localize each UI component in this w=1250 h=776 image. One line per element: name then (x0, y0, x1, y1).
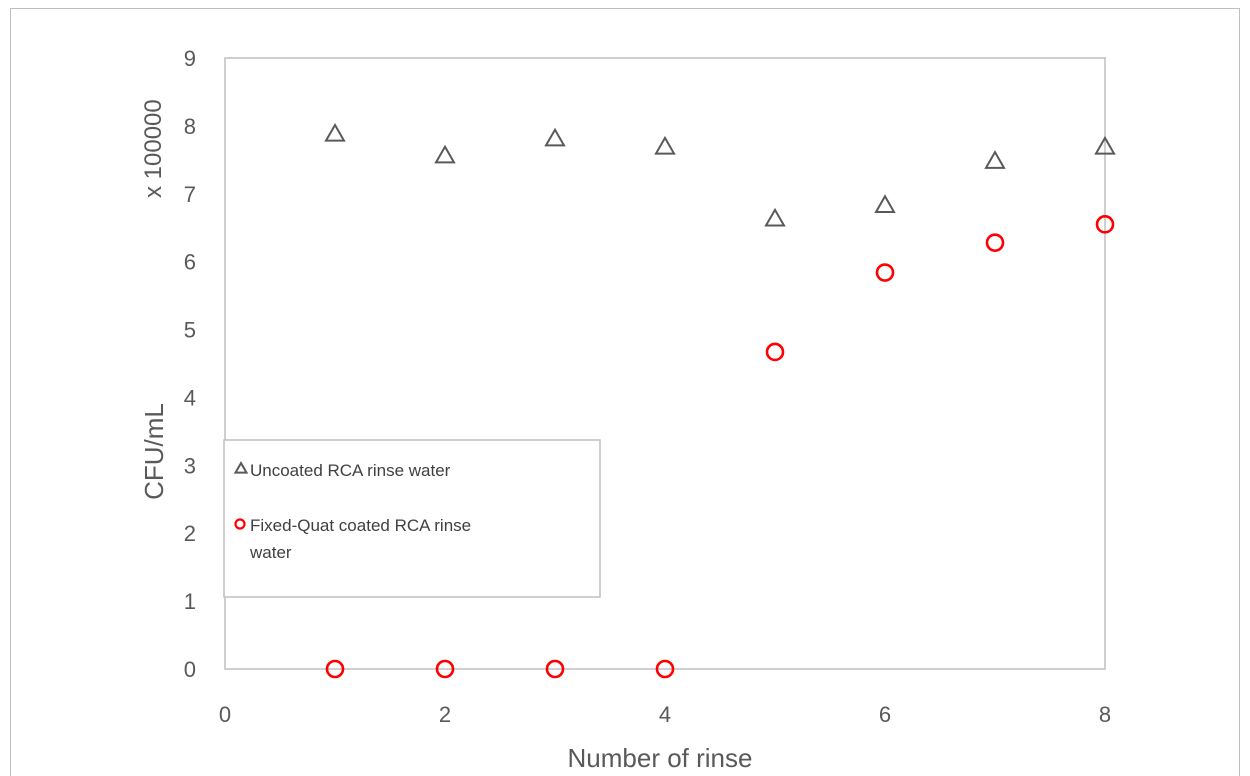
y-axis-multiplier-label: x 100000 (140, 99, 167, 198)
data-point-circle (435, 659, 455, 679)
x-tick-label: 2 (439, 702, 451, 727)
y-axis: 0 1 2 3 4 5 6 7 8 9 (184, 46, 196, 682)
data-point-triangle (434, 144, 456, 164)
legend: Uncoated RCA rinse water Fixed-Quat coate… (223, 439, 601, 598)
legend-label-fixed-quat-line1: Fixed-Quat coated RCA rinse (250, 516, 471, 535)
data-series (324, 122, 1116, 679)
legend-label-fixed-quat-line2: water (249, 543, 292, 562)
y-tick-label: 9 (184, 46, 196, 71)
x-tick-label: 8 (1099, 702, 1111, 727)
x-tick-label: 0 (219, 702, 231, 727)
plot-area (224, 57, 1106, 670)
x-axis: 0 2 4 6 8 (219, 702, 1111, 727)
plot-border (224, 57, 1106, 670)
data-point-circle (655, 659, 675, 679)
y-tick-label: 2 (184, 521, 196, 546)
legend-marker-triangle (233, 461, 249, 474)
data-point-circle (765, 342, 785, 362)
data-point-triangle (654, 135, 676, 155)
legend-marker-circle (234, 518, 246, 530)
legend-label-uncoated: Uncoated RCA rinse water (250, 461, 451, 480)
data-point-triangle (874, 194, 896, 213)
data-point-circle (325, 659, 345, 679)
data-point-triangle (764, 207, 786, 227)
series-fixed-quat (325, 215, 1115, 679)
data-point-circle (1095, 215, 1115, 234)
y-tick-label: 7 (184, 182, 196, 207)
data-point-circle (985, 233, 1005, 252)
data-point-circle (875, 263, 895, 282)
y-tick-label: 0 (184, 657, 196, 682)
series-uncoated (324, 122, 1116, 227)
data-point-triangle (1094, 135, 1116, 155)
y-tick-label: 3 (184, 453, 196, 478)
y-axis-title: CFU/mL (139, 403, 169, 500)
y-tick-label: 6 (184, 250, 196, 275)
x-axis-title: Number of rinse (568, 743, 753, 773)
chart-area (10, 8, 1240, 776)
data-point-triangle (984, 150, 1006, 169)
x-tick-label: 6 (879, 702, 891, 727)
data-point-circle (545, 659, 565, 679)
x-tick-label: 4 (659, 702, 671, 727)
data-point-triangle (324, 122, 346, 142)
y-tick-label: 4 (184, 385, 196, 410)
y-tick-label: 5 (184, 318, 196, 343)
y-tick-label: 8 (184, 114, 196, 139)
legend-box (223, 439, 601, 598)
y-tick-label: 1 (184, 589, 196, 614)
data-point-triangle (544, 127, 566, 147)
